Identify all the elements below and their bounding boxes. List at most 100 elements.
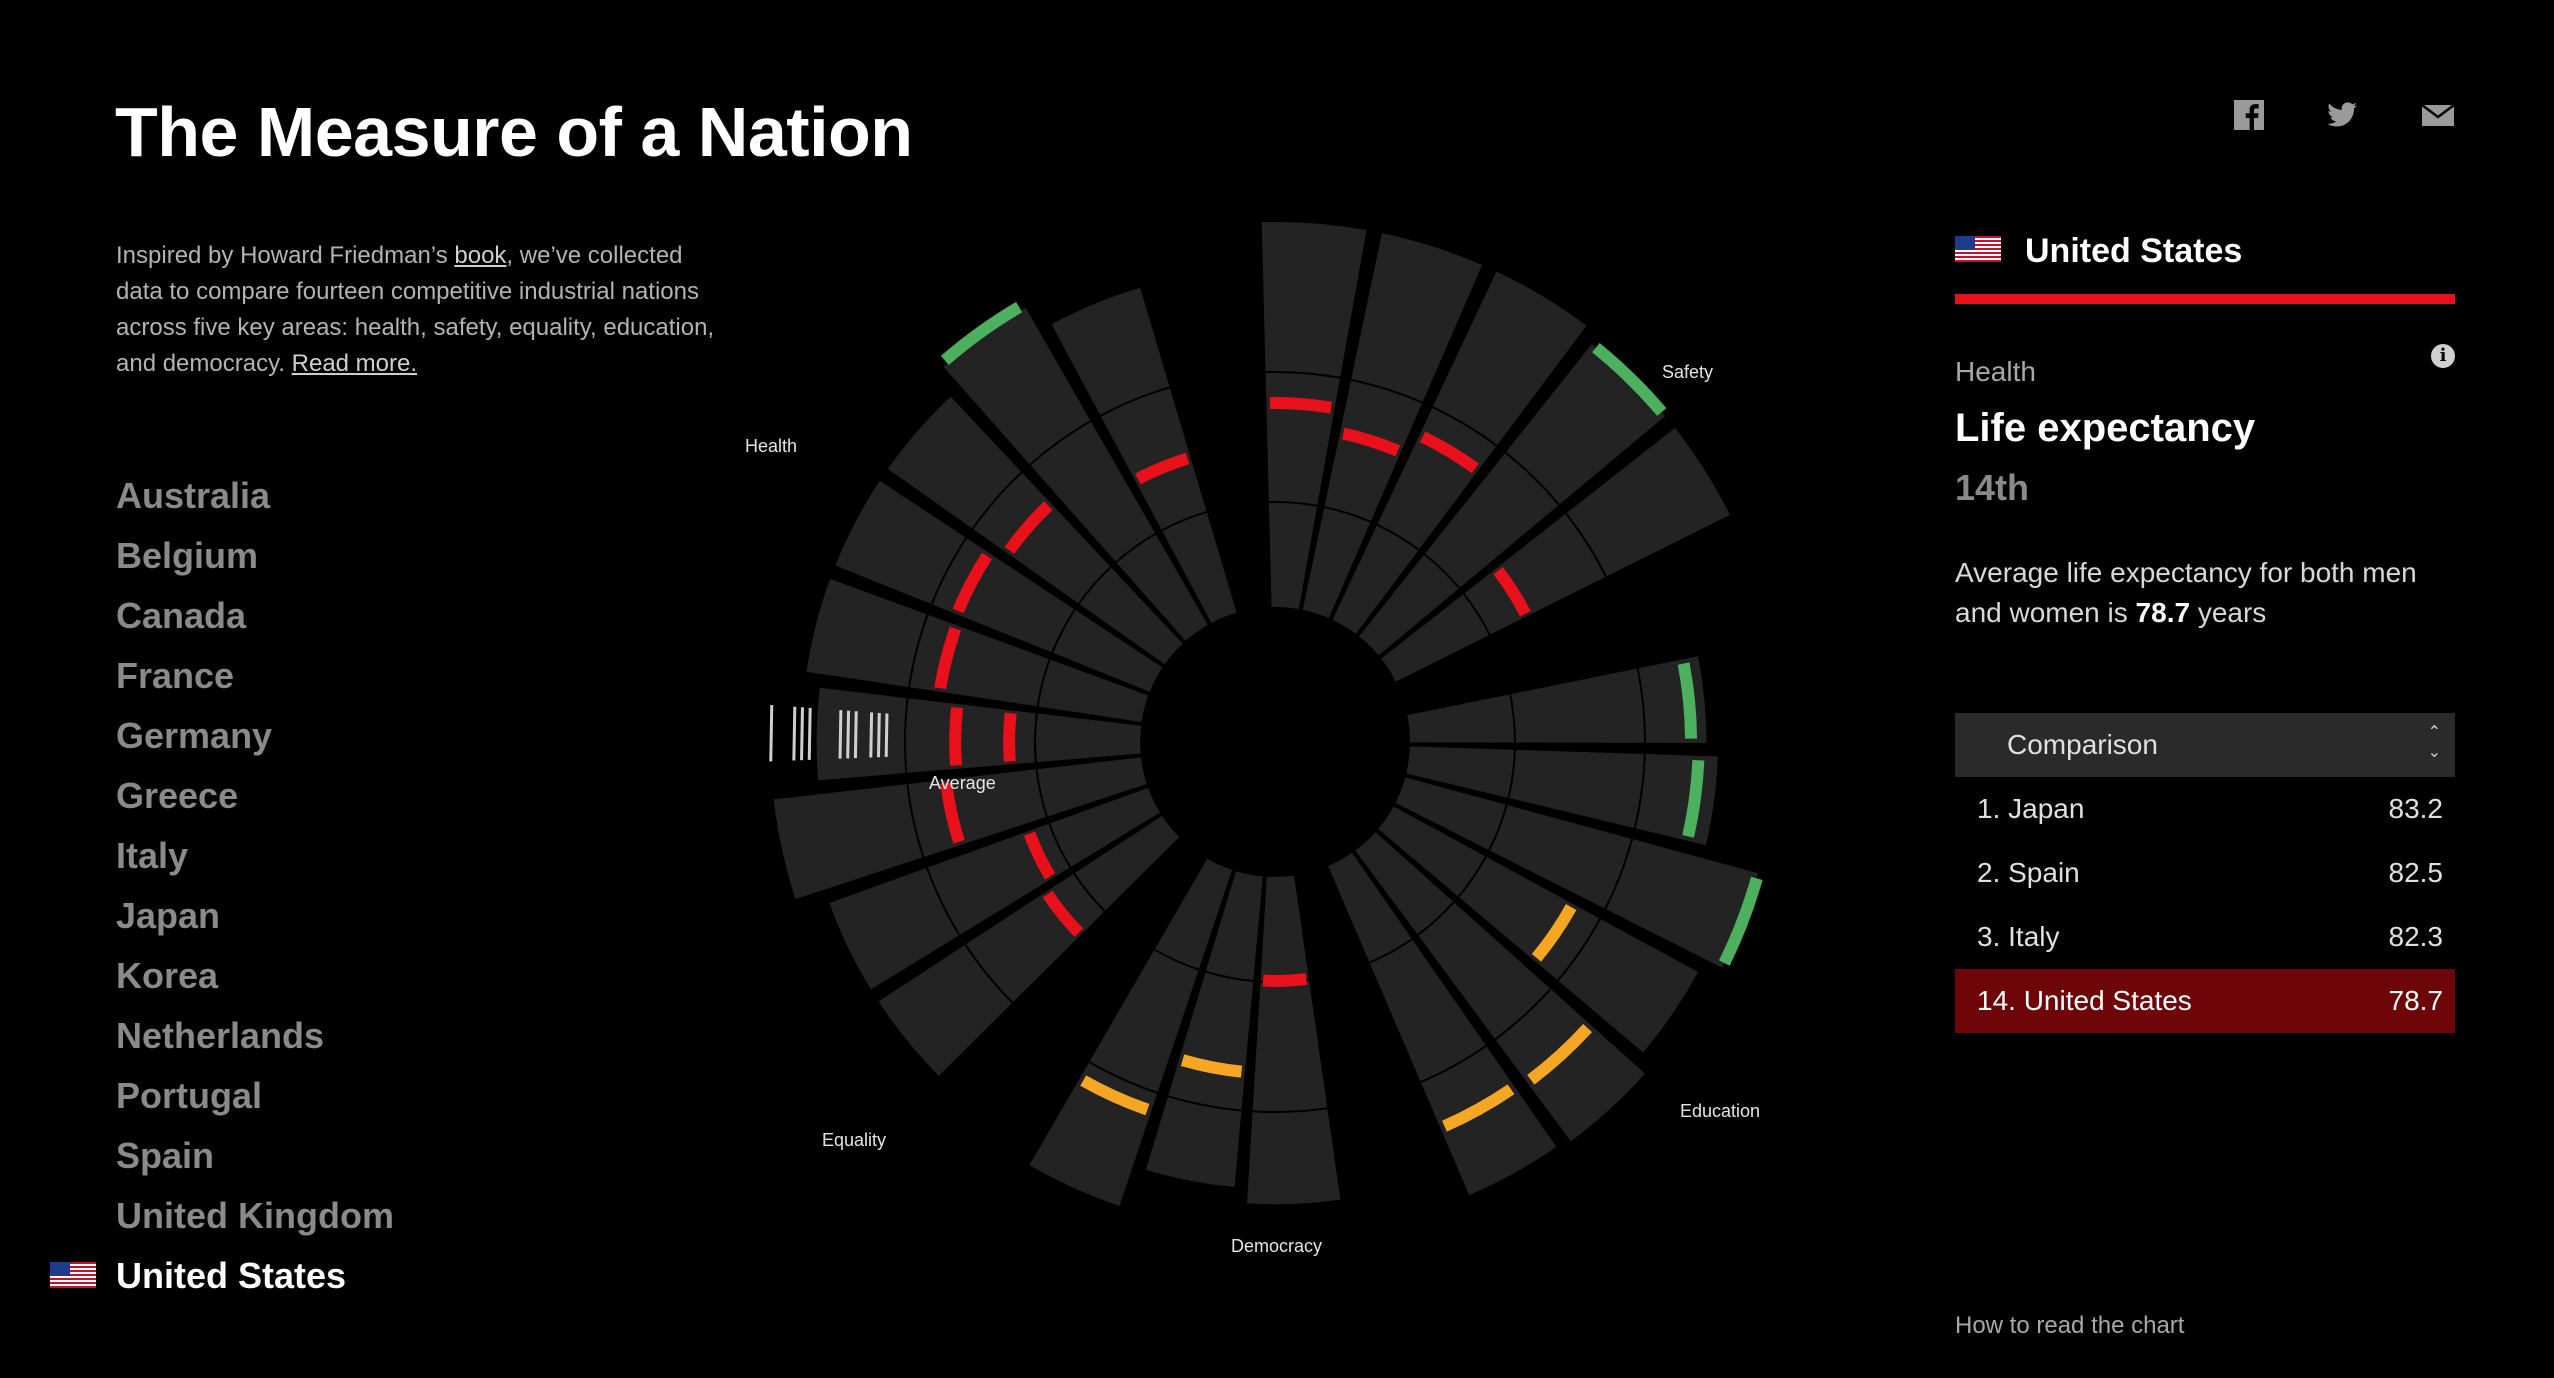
twitter-share-button[interactable] bbox=[2325, 98, 2359, 132]
metric-wedge[interactable] bbox=[1355, 832, 1646, 1142]
panel-rank: 14th bbox=[1955, 467, 2030, 508]
metric-wedge[interactable] bbox=[1302, 233, 1483, 619]
comparison-row: 1. Japan 83.2 bbox=[1955, 777, 2455, 841]
reference-ring bbox=[1369, 938, 1413, 964]
reference-ring bbox=[1051, 609, 1076, 653]
facebook-share-button[interactable] bbox=[2232, 98, 2266, 132]
reference-ring bbox=[1504, 451, 1560, 506]
metric-wedge[interactable] bbox=[887, 396, 1183, 665]
metric-wedge[interactable] bbox=[1378, 806, 1699, 1053]
country-marker bbox=[1003, 712, 1017, 762]
reference-ring bbox=[1073, 872, 1106, 912]
info-icon[interactable]: i bbox=[2431, 344, 2455, 368]
reference-ring bbox=[1633, 754, 1646, 829]
metric-wedge[interactable] bbox=[1407, 656, 1707, 744]
reference-ring bbox=[1078, 566, 1112, 605]
country-item-canada[interactable]: Canada bbox=[116, 595, 247, 636]
country-item-italy[interactable]: Italy bbox=[116, 835, 189, 876]
reference-ring bbox=[1565, 512, 1607, 578]
reference-ring bbox=[1350, 378, 1423, 404]
country-item-australia[interactable]: Australia bbox=[116, 475, 271, 516]
country-marker bbox=[1531, 904, 1577, 962]
comparison-tick bbox=[876, 712, 881, 758]
reference-ring bbox=[1205, 970, 1254, 983]
country-marker bbox=[1135, 452, 1190, 485]
country-marker bbox=[1592, 342, 1667, 416]
reference-ring bbox=[1432, 406, 1498, 447]
axis-label-health: Health bbox=[745, 436, 797, 456]
facebook-icon bbox=[2234, 100, 2264, 130]
reference-ring bbox=[1457, 856, 1487, 898]
comparison-name: 1. Japan bbox=[1977, 793, 2085, 824]
panel-description-unit: years bbox=[2190, 597, 2267, 628]
metric-wedge[interactable] bbox=[1247, 875, 1341, 1205]
reference-ring bbox=[1557, 918, 1601, 982]
intro-text: Inspired by Howard Friedman’s book, we’v… bbox=[116, 238, 716, 382]
country-item-belgium[interactable]: Belgium bbox=[116, 535, 259, 576]
country-item-korea[interactable]: Korea bbox=[116, 955, 219, 996]
reference-ring bbox=[1035, 769, 1048, 818]
country-item-portugal[interactable]: Portugal bbox=[116, 1075, 263, 1116]
country-marker bbox=[940, 301, 1023, 365]
country-list: Australia Belgium Canada France Germany … bbox=[50, 470, 394, 1310]
country-item-germany[interactable]: Germany bbox=[116, 715, 273, 756]
comparison-value: 82.5 bbox=[2388, 857, 2444, 888]
reference-ring bbox=[1417, 901, 1455, 936]
comparison-select[interactable]: Comparison ⌃ ⌄ bbox=[1955, 713, 2455, 777]
how-to-read-link[interactable]: How to read the chart bbox=[1955, 1312, 2185, 1339]
country-item-france[interactable]: France bbox=[116, 655, 235, 696]
metric-wedge[interactable] bbox=[1406, 746, 1718, 846]
reference-ring bbox=[1494, 988, 1552, 1041]
axis-label-equality: Equality bbox=[822, 1130, 886, 1150]
reference-ring bbox=[1376, 523, 1420, 551]
reference-ring bbox=[1507, 749, 1516, 799]
reference-ring bbox=[1509, 694, 1517, 743]
comparison-name: 3. Italy bbox=[1977, 921, 2060, 952]
metric-wedge[interactable] bbox=[829, 787, 1160, 990]
metric-wedge[interactable] bbox=[816, 687, 1141, 781]
country-item-netherlands[interactable]: Netherlands bbox=[116, 1015, 325, 1056]
country-item-japan[interactable]: Japan bbox=[116, 895, 221, 936]
panel-description: Average life expectancy for both men and… bbox=[1955, 553, 2455, 633]
metric-wedge[interactable] bbox=[1328, 852, 1557, 1196]
comparison-name: 2. Spain bbox=[1977, 857, 2080, 888]
reference-ring bbox=[1462, 593, 1491, 636]
reference-ring bbox=[1604, 838, 1634, 910]
country-marker bbox=[1682, 759, 1705, 838]
comparison-row: 2. Spain 82.5 bbox=[1955, 841, 2455, 905]
comparison-value: 82.3 bbox=[2388, 921, 2444, 952]
country-item-united-states[interactable]: United States bbox=[50, 1250, 394, 1310]
country-marker bbox=[1442, 1084, 1515, 1132]
metric-wedge[interactable] bbox=[878, 815, 1180, 1076]
comparison-row: 3. Italy 82.3 bbox=[1955, 905, 2455, 969]
metric-wedge[interactable] bbox=[1145, 871, 1263, 1188]
average-label: Average bbox=[929, 773, 996, 793]
comparison-tick bbox=[800, 707, 804, 761]
twitter-icon bbox=[2327, 102, 2357, 127]
country-item-greece[interactable]: Greece bbox=[116, 775, 239, 816]
reference-ring bbox=[1167, 1095, 1242, 1112]
reference-ring bbox=[1324, 506, 1371, 523]
metric-wedge[interactable] bbox=[1395, 777, 1759, 968]
read-more-link[interactable]: Read more. bbox=[291, 350, 418, 377]
country-item-spain[interactable]: Spain bbox=[116, 1135, 215, 1176]
panel-description-value: 78.7 bbox=[2135, 597, 2191, 628]
reference-ring bbox=[906, 783, 925, 858]
country-marker bbox=[1042, 890, 1084, 937]
metric-wedge[interactable] bbox=[1051, 287, 1237, 623]
metric-wedge[interactable] bbox=[1261, 222, 1367, 610]
metric-wedge[interactable] bbox=[806, 578, 1149, 722]
reference-ring bbox=[1423, 553, 1460, 589]
country-marker bbox=[1004, 501, 1053, 554]
metric-wedge[interactable] bbox=[1029, 858, 1233, 1206]
metric-wedge[interactable] bbox=[1381, 428, 1730, 682]
metric-wedge[interactable] bbox=[835, 480, 1163, 692]
comparison-select-label: Comparison bbox=[2007, 729, 2158, 760]
book-link[interactable]: book bbox=[454, 242, 507, 269]
email-share-button[interactable] bbox=[2421, 98, 2455, 132]
country-item-united-kingdom[interactable]: United Kingdom bbox=[116, 1195, 394, 1236]
metric-wedge[interactable] bbox=[943, 307, 1208, 641]
mail-icon bbox=[2421, 104, 2455, 126]
metric-wedge[interactable] bbox=[1359, 344, 1666, 656]
reference-ring bbox=[1100, 386, 1170, 417]
